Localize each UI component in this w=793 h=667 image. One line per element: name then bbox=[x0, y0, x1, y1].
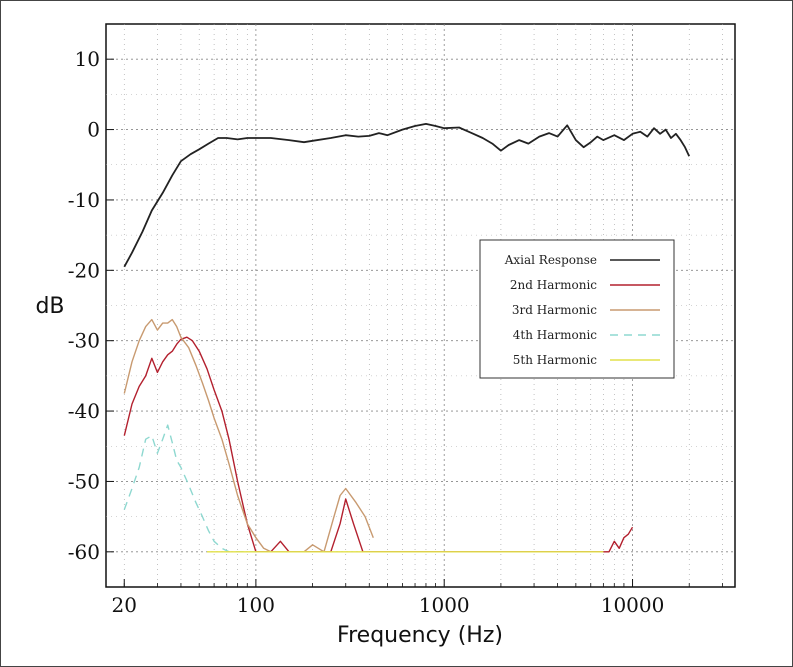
y-tick-label: 10 bbox=[75, 47, 100, 71]
legend-label-4th-harmonic: 4th Harmonic bbox=[513, 328, 598, 342]
x-axis-title: Frequency (Hz) bbox=[337, 623, 503, 648]
x-tick-label: 20 bbox=[112, 593, 137, 617]
legend-label-3rd-harmonic: 3rd Harmonic bbox=[512, 303, 597, 317]
x-tick-label: 1000 bbox=[419, 593, 470, 617]
y-tick-label: 0 bbox=[87, 118, 100, 142]
y-tick-label: -10 bbox=[68, 188, 100, 212]
series-3rd-harmonic-line bbox=[123, 318, 374, 553]
series-lines bbox=[123, 123, 691, 553]
x-tick-label: 10000 bbox=[601, 593, 665, 617]
legend-label-2nd-harmonic: 2nd Harmonic bbox=[510, 278, 597, 292]
y-axis-title: dB bbox=[35, 294, 64, 319]
legend-label-5th-harmonic: 5th Harmonic bbox=[513, 353, 598, 367]
y-tick-label: -40 bbox=[68, 399, 100, 423]
legend-label-axial-response: Axial Response bbox=[504, 253, 597, 267]
x-tick-label: 100 bbox=[237, 593, 275, 617]
y-tick-label: -30 bbox=[68, 329, 100, 353]
y-tick-label: -50 bbox=[68, 469, 100, 493]
legend: Axial Response 2nd Harmonic 3rd Harmonic 4t… bbox=[479, 239, 675, 379]
y-tick-label: -60 bbox=[68, 540, 100, 564]
y-tick-label: -20 bbox=[68, 258, 100, 282]
legend-box bbox=[479, 239, 675, 379]
series-axial-response-line bbox=[123, 123, 691, 268]
series-4th-harmonic-line bbox=[123, 424, 256, 553]
